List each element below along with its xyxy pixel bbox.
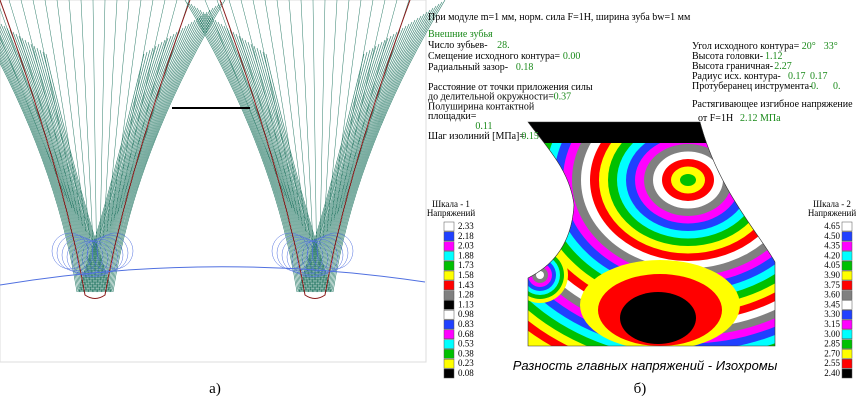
scale-swatch: [842, 291, 852, 300]
scale-label: 4.05: [824, 260, 840, 270]
scale-swatch: [444, 300, 454, 309]
scale-swatch: [842, 232, 852, 241]
scale-label: 1.58: [458, 270, 474, 280]
figure: При модуле m=1 мм, норм. сила F=1H, шири…: [0, 0, 863, 401]
scale-label: 4.20: [824, 250, 840, 260]
scale-label: 2.85: [824, 339, 840, 349]
scale-swatch: [444, 222, 454, 231]
scale-label: 1.43: [458, 280, 474, 290]
scale-swatch: [842, 320, 852, 329]
scale-swatch: [444, 271, 454, 280]
param-value: 0.: [833, 81, 841, 92]
param-value: 0.00: [563, 51, 581, 62]
scale-label: 0.98: [458, 309, 474, 319]
param-label: площадки=: [428, 111, 477, 122]
scale-label: 2.33: [458, 221, 474, 231]
scale-title: Напряжений: [427, 208, 476, 218]
param-value: 20°: [802, 41, 816, 52]
scale-swatch: [444, 281, 454, 290]
scale-swatch: [444, 330, 454, 339]
scale-swatch: [444, 251, 454, 260]
param-label: Радиальный зазор-: [428, 62, 508, 73]
scale-label: 0.53: [458, 339, 474, 349]
param-value: 0.: [811, 81, 819, 92]
scale-swatch: [444, 291, 454, 300]
scale-swatch: [842, 222, 852, 231]
scale-swatch: [444, 232, 454, 241]
header: При модуле m=1 мм, норм. сила F=1H, шири…: [428, 12, 691, 23]
scale-label: 2.70: [824, 348, 840, 358]
param-label: Смещение исходного контура=: [428, 51, 560, 62]
param-value: 0.18: [516, 62, 534, 73]
scale-label: 1.73: [458, 260, 474, 270]
scale-label: 0.08: [458, 368, 474, 378]
scale-label: 2.40: [824, 368, 840, 378]
scale-label: 2.55: [824, 358, 840, 368]
scale-swatch: [842, 330, 852, 339]
scale-label: 3.60: [824, 290, 840, 300]
scale-label: 0.83: [458, 319, 474, 329]
scale-label: 3.90: [824, 270, 840, 280]
scale-swatch: [842, 369, 852, 378]
scale-swatch: [444, 349, 454, 358]
scale-label: 0.23: [458, 358, 474, 368]
scale-swatch: [444, 359, 454, 368]
band: [536, 271, 544, 279]
param-label: Протуберанец инструмента-: [692, 81, 812, 92]
param-label: Шаг изолиний [МПа]=: [428, 131, 525, 142]
scale-swatch: [842, 251, 852, 260]
scale-swatch: [444, 369, 454, 378]
panel-label: б): [634, 381, 647, 397]
stress-value: 2.12 МПа: [740, 113, 781, 124]
caption: Разность главных напряжений - Изохромы: [513, 358, 778, 373]
param-value: 0.37: [554, 92, 572, 103]
scale-swatch: [842, 242, 852, 251]
scale-label: 0.68: [458, 329, 474, 339]
scale-label: 3.30: [824, 309, 840, 319]
scale-label: 2.03: [458, 241, 474, 251]
scale-title: Напряжений: [808, 208, 857, 218]
scale-swatch: [444, 261, 454, 270]
scale-swatch: [842, 300, 852, 309]
scale-swatch: [444, 242, 454, 251]
scale-swatch: [842, 310, 852, 319]
section-title: Внешние зубья: [428, 29, 493, 40]
param-value: 0.15: [521, 131, 539, 142]
scale-label: 3.00: [824, 329, 840, 339]
scale-swatch: [842, 261, 852, 270]
scale-label: 4.50: [824, 231, 840, 241]
scale-swatch: [444, 320, 454, 329]
param-label: Число зубьев-: [428, 40, 488, 51]
stress-title: Растягивающее изгибное напряжение: [692, 99, 853, 110]
scale-label: 1.28: [458, 290, 474, 300]
scale-label: 2.18: [458, 231, 474, 241]
param-value: 28.: [497, 40, 510, 51]
scale-swatch: [842, 271, 852, 280]
scale-swatch: [842, 349, 852, 358]
band: [680, 174, 696, 186]
scale-label: 4.35: [824, 241, 840, 251]
scale-label: 3.75: [824, 280, 840, 290]
scale-label: 3.45: [824, 299, 840, 309]
param-value: 33°: [824, 41, 838, 52]
panel-label: а): [209, 381, 221, 397]
scale-swatch: [842, 340, 852, 349]
band: [620, 292, 696, 344]
scale-label: 3.15: [824, 319, 840, 329]
scale-label: 1.13: [458, 299, 474, 309]
stress-label: от F=1H: [698, 113, 733, 124]
scale-swatch: [842, 281, 852, 290]
scale-swatch: [444, 340, 454, 349]
scale-label: 1.88: [458, 250, 474, 260]
scale-label: 0.38: [458, 348, 474, 358]
scale-swatch: [444, 310, 454, 319]
scale-swatch: [842, 359, 852, 368]
scale-label: 4.65: [824, 221, 840, 231]
